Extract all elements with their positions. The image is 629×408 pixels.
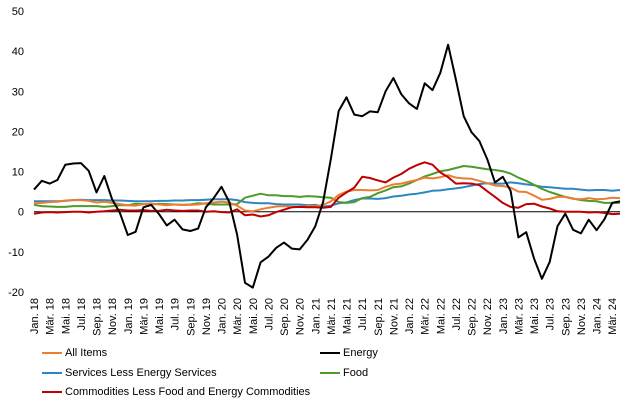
series-line-commodities-less-food-and-energy-commodities: [33, 161, 621, 218]
x-tick-label: Mai. 21: [342, 298, 354, 334]
x-tick-label: Nov. 18: [107, 298, 119, 335]
series-lines: [33, 43, 621, 289]
x-tick-label: Jan. 23: [498, 298, 510, 334]
x-tick-label: Nov. 20: [295, 298, 307, 335]
x-tick-label: Mai. 19: [154, 298, 166, 334]
x-tick-label: Mär. 22: [420, 298, 432, 335]
x-tick-label: Mär. 18: [45, 298, 57, 335]
y-tick-label: 40: [12, 46, 24, 58]
x-tick-label: Jul. 21: [357, 298, 369, 330]
y-tick-label: -10: [8, 247, 24, 259]
x-tick-label: Sep. 18: [92, 298, 104, 336]
x-tick-label: Jul. 20: [263, 298, 275, 330]
x-tick-label: Mai. 20: [248, 298, 260, 334]
y-tick-label: 20: [12, 126, 24, 138]
x-tick-label: Sep. 21: [373, 298, 385, 336]
x-tick-label: Mär. 24: [607, 298, 619, 335]
x-tick-label: Jan. 24: [592, 298, 604, 334]
x-tick-label: Jul. 22: [451, 298, 463, 330]
y-tick-label: 30: [12, 86, 24, 98]
x-tick-label: Nov. 19: [201, 298, 213, 335]
x-tick-label: Jan. 19: [123, 298, 135, 334]
x-tick-label: Mär. 21: [326, 298, 338, 335]
y-tick-label: 50: [12, 6, 24, 18]
x-tick-label: Jul. 19: [170, 298, 182, 330]
y-tick-label: -20: [8, 287, 24, 299]
x-tick-label: Jan. 22: [404, 298, 416, 334]
x-tick-label: Mai. 18: [60, 298, 72, 334]
series-line-services-less-energy-services: [34, 181, 621, 208]
y-tick-label: 10: [12, 167, 24, 179]
x-tick-label: Sep. 23: [560, 298, 572, 336]
x-tick-label: Mär. 19: [138, 298, 150, 335]
x-tick-label: Jul. 18: [76, 298, 88, 330]
x-tick-label: Jan. 21: [310, 298, 322, 334]
x-tick-label: Sep. 20: [279, 298, 291, 336]
x-tick-label: Mär. 23: [513, 298, 525, 335]
x-tick-label: Sep. 19: [185, 298, 197, 336]
x-tick-label: Jan. 18: [29, 298, 41, 334]
x-tick-label: Jan. 20: [217, 298, 229, 334]
x-tick-label: Nov. 22: [482, 298, 494, 335]
x-tick-label: Mai. 22: [435, 298, 447, 334]
x-tick-label: Mär. 20: [232, 298, 244, 335]
x-tick-label: Jul. 23: [545, 298, 557, 330]
series-line-energy: [33, 43, 621, 289]
x-tick-label: Sep. 22: [467, 298, 479, 336]
y-axis: -20 -10 0 10 20 30 40 50: [8, 6, 24, 299]
y-tick-label: 0: [18, 207, 24, 219]
x-axis: Jan. 18 Mär. 18 Mai. 18 Jul. 18 Sep. 18 Nov. …: [29, 211, 620, 336]
x-tick-label: Mai. 23: [529, 298, 541, 334]
x-tick-label: Nov. 21: [388, 298, 400, 335]
series-line-all-items: [33, 174, 621, 213]
x-tick-label: Nov. 23: [576, 298, 588, 335]
